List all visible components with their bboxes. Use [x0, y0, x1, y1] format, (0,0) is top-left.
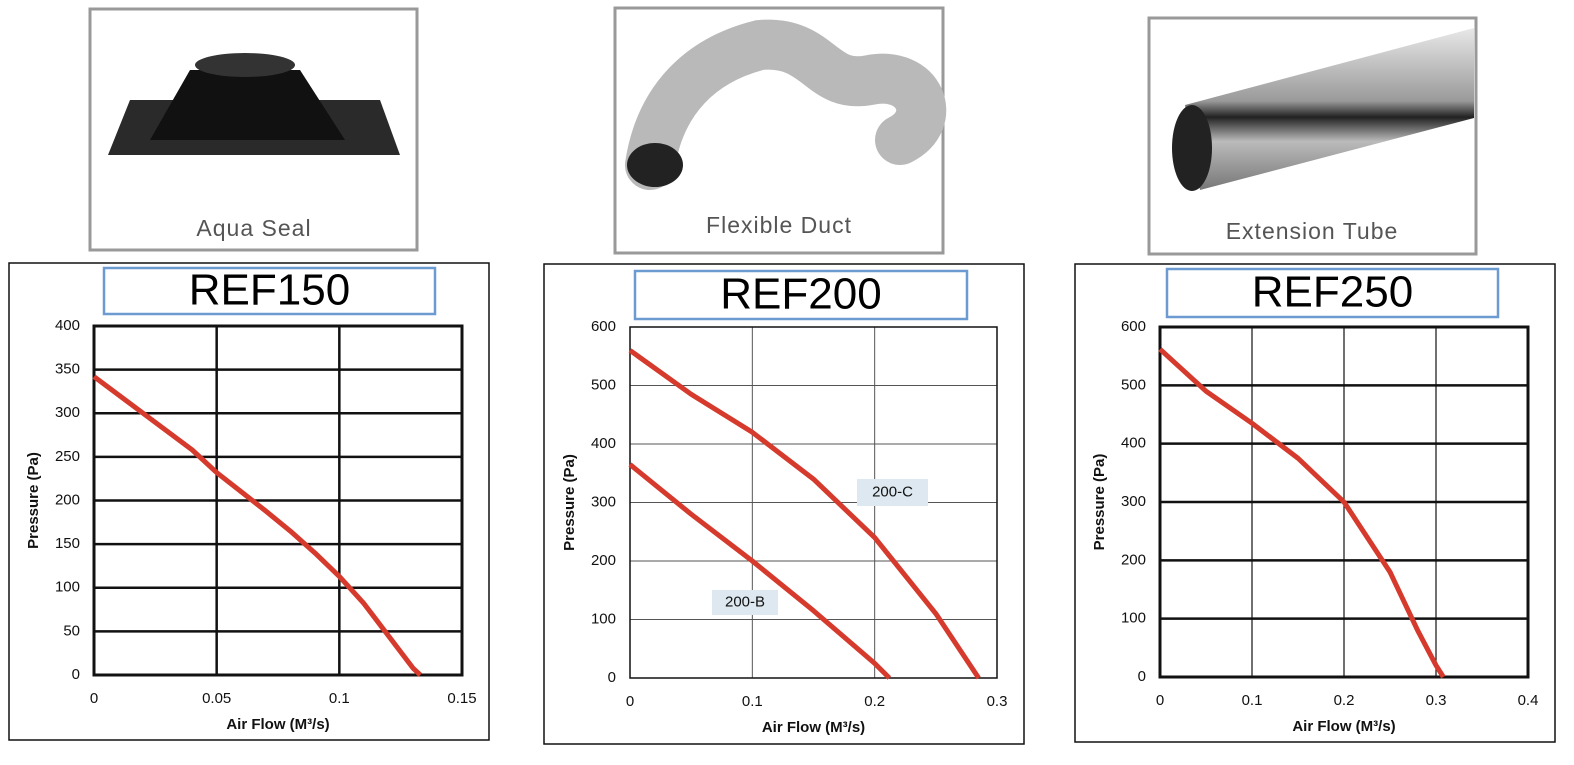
- x-tick-label: 0: [90, 690, 98, 707]
- y-tick-label: 200: [591, 552, 616, 569]
- y-tick-label: 400: [55, 317, 80, 334]
- y-tick-label: 100: [55, 579, 80, 596]
- x-tick-label: 0: [626, 693, 634, 710]
- x-tick-label: 0.4: [1518, 692, 1539, 709]
- series-label: 200-C: [872, 483, 913, 500]
- plot-border: [1158, 325, 1530, 679]
- x-axis-label: Air Flow (M³/s): [762, 719, 865, 736]
- extension-tube-image: [1172, 28, 1474, 191]
- y-tick-label: 300: [55, 404, 80, 421]
- title-box: [102, 266, 437, 316]
- x-tick-label: 0.05: [202, 690, 231, 707]
- series-label: 200-B: [725, 593, 765, 610]
- y-tick-label: 100: [591, 610, 616, 627]
- y-tick-label: 400: [591, 435, 616, 452]
- series-label-box: [712, 590, 778, 615]
- y-axis-label: Pressure (Pa): [561, 454, 578, 551]
- title-box: [1165, 267, 1500, 319]
- y-tick-label: 150: [55, 535, 80, 552]
- y-tick-label: 350: [55, 361, 80, 378]
- x-tick-label: 0.2: [864, 693, 885, 710]
- chart-title: REF150: [189, 266, 350, 315]
- y-tick-label: 100: [1121, 610, 1146, 627]
- curve: [628, 462, 892, 680]
- product-caption: Extension Tube: [1226, 218, 1399, 244]
- y-tick-label: 50: [63, 622, 80, 639]
- series-label-box: [857, 479, 928, 506]
- x-tick-label: 0.3: [1426, 692, 1447, 709]
- y-axis-label: Pressure (Pa): [25, 452, 42, 549]
- y-tick-label: 0: [608, 669, 616, 686]
- title-box: [633, 269, 969, 321]
- product-caption: Aqua Seal: [196, 215, 311, 241]
- y-tick-label: 600: [591, 318, 616, 335]
- plot-border: [92, 324, 464, 677]
- chart-title: REF250: [1252, 268, 1413, 317]
- y-tick-label: 500: [591, 376, 616, 393]
- x-tick-label: 0.3: [987, 693, 1008, 710]
- flexible-duct-image: [625, 19, 947, 190]
- curve: [1158, 347, 1446, 679]
- y-tick-label: 500: [1121, 376, 1146, 393]
- y-axis-label: Pressure (Pa): [1091, 454, 1108, 551]
- product-caption: Flexible Duct: [706, 212, 852, 238]
- y-tick-label: 300: [1121, 493, 1146, 510]
- x-tick-label: 0.1: [1242, 692, 1263, 709]
- aqua-seal-image: [108, 53, 400, 155]
- chart-title: REF200: [720, 270, 881, 319]
- x-tick-label: 0.15: [447, 690, 476, 707]
- plot-border: [629, 326, 998, 679]
- curve: [628, 348, 981, 680]
- y-tick-label: 200: [55, 491, 80, 508]
- x-axis-label: Air Flow (M³/s): [1292, 718, 1395, 735]
- y-tick-label: 200: [1121, 551, 1146, 568]
- y-tick-label: 400: [1121, 435, 1146, 452]
- x-tick-label: 0.1: [742, 693, 763, 710]
- curve: [92, 374, 423, 677]
- x-axis-label: Air Flow (M³/s): [226, 716, 329, 733]
- y-tick-label: 300: [591, 493, 616, 510]
- y-tick-label: 600: [1121, 318, 1146, 335]
- y-tick-label: 0: [1138, 668, 1146, 685]
- x-tick-label: 0.1: [329, 690, 350, 707]
- y-tick-label: 250: [55, 448, 80, 465]
- x-tick-label: 0.2: [1334, 692, 1355, 709]
- chart-frame: [543, 263, 1025, 745]
- y-tick-label: 0: [72, 666, 80, 683]
- x-tick-label: 0: [1156, 692, 1164, 709]
